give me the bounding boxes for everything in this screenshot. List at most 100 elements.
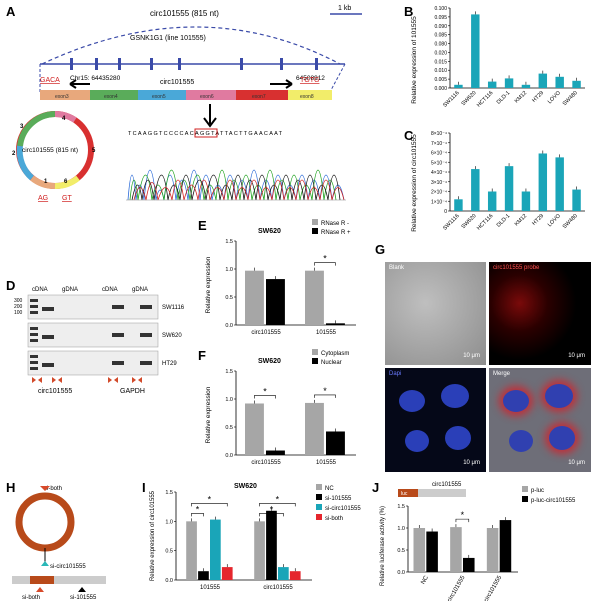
I-sig-bracket-3 (259, 503, 296, 507)
h-label-top: si-both (44, 486, 62, 492)
f-plot: 0.0 0.5 1.0 1.5 circ101555 101555 * * (225, 369, 356, 466)
J-sig-bracket-0 (455, 518, 470, 523)
circle-num-1: 1 (44, 179, 48, 185)
B-ytick-label-5: 0.080 (434, 42, 447, 48)
C-xlabel-0: SW1116 (442, 213, 461, 232)
g-label-dapi: Dapi (389, 371, 402, 377)
h-label-circ: si-circ101555 (50, 564, 86, 570)
I-bar-0-3 (221, 567, 233, 580)
circle-num-5: 5 (92, 148, 96, 154)
f-legend-1: Cytoplasm (321, 351, 349, 357)
j-construct-label: circ101555 (432, 482, 462, 488)
E-bar-1-0 (305, 270, 324, 325)
chromatogram-traces (127, 169, 345, 201)
d-row-sw1116: SW1116 (162, 305, 185, 311)
F-sig-star-1: * (323, 386, 327, 396)
B-xlabel-5: HT29 (531, 90, 545, 104)
J-bar-2-0 (486, 528, 499, 572)
C-bar-3 (504, 166, 514, 211)
I-bar-1-3 (289, 571, 301, 580)
circle-num-3: 3 (20, 124, 24, 130)
c-plot: 0 1×10⁻⁴ 2×10⁻⁴ 3×10⁻⁴ 4×10⁻⁴ 5×10⁻⁴ 6×10⁻⁴ 7×1… (431, 131, 585, 232)
B-xlabel-2: HCT116 (476, 90, 494, 108)
C-ytick-label-3: 3×10⁻⁴ (431, 180, 447, 186)
F-bar-1-1 (326, 431, 345, 455)
J-ytick-label-1: 0.5 (397, 548, 405, 554)
d-row-sw620: SW620 (162, 333, 182, 339)
panel-g-micrographs: Blank 10 μm circ101555 probe 10 μm Dapi … (385, 262, 591, 472)
j-plot: 0.0 0.5 1.0 1.5 NC si-circ101555 p-circ101555 * (397, 504, 518, 601)
j-ylabel: Relative luciferase activity (%) (380, 506, 386, 586)
B-bar-7 (572, 80, 581, 88)
primer-right-arrow (270, 79, 293, 89)
panel-f-chart: SW620 Relative expression 0.0 0.5 1.0 1.5 ci… (205, 349, 356, 466)
F-bar-1-0 (305, 402, 324, 455)
E-sig-bracket-0 (314, 262, 336, 266)
b-ylabel: Relative expression of 101555 (411, 16, 418, 104)
panel-i-letter: I (142, 480, 146, 495)
e-ylabel: Relative expression (205, 256, 212, 313)
e-legend-1: RNase R - (321, 221, 349, 227)
g-dapi-image: Dapi 10 μm (385, 368, 486, 472)
F-ytick-label-3: 1.5 (225, 369, 233, 375)
exon-label-5: exon7 (252, 94, 266, 100)
E-xlabel-0: circ101555 (251, 330, 281, 336)
panel-a-figure: circ101555 (815 nt) 1 kb GSNK1G1 (line 1… (12, 5, 362, 202)
j-legend-2: p-luc-circ101555 (531, 498, 576, 504)
J-ytick-label-0: 0.0 (397, 570, 405, 576)
J-xlabel-1: si-circ101555 (444, 574, 467, 601)
J-xlabel-0: NC (420, 574, 430, 585)
junction-box (194, 128, 218, 138)
e-plot: 0.0 0.5 1.0 1.5 circ101555 101555 * (225, 239, 356, 336)
g-label-probe: circ101555 probe (493, 265, 540, 271)
gene-label: GSNK1G1 (line 101555) (130, 35, 206, 42)
F-sig-star-0: * (263, 386, 267, 396)
exon-label-1: exon3 (55, 94, 69, 100)
exon-label-4: exon6 (200, 94, 214, 100)
splice-right: TGTG (300, 77, 319, 84)
g-label-merge: Merge (493, 371, 511, 377)
panel-a-letter: A (6, 4, 16, 19)
d-size-200: 200 (14, 304, 23, 310)
B-ytick-label-8: 0.095 (434, 15, 447, 21)
j-box-label: luc (401, 491, 408, 497)
J-xlabel-2: p-circ101555 (481, 574, 504, 601)
J-sig-star-0: * (461, 510, 465, 520)
f-ylabel: Relative expression (205, 386, 212, 443)
I-bar-1-0 (254, 521, 265, 580)
C-bar-6 (555, 157, 564, 211)
g-probe-image: circ101555 probe 10 μm (489, 262, 591, 365)
I-bar-1-1 (266, 510, 277, 580)
j-legend-1: p-luc (531, 488, 544, 494)
exon-boxes (40, 90, 332, 100)
d-bottom-gapdh: GAPDH (120, 388, 145, 395)
C-bar-0 (454, 199, 463, 211)
sequence-text: TCAAGGTCCCCACAGGTATTACTTGAACAAT (128, 131, 283, 137)
exon-row-label: circ101555 (160, 79, 194, 86)
C-ytick-label-6: 6×10⁻⁴ (431, 151, 447, 157)
panel-j-chart: circ101555 luc Relative luciferase activ… (380, 482, 576, 601)
B-bar-2 (487, 81, 497, 88)
d-col-2: gDNA (62, 287, 78, 293)
panel-h-diagram: si-both si-circ101555 si-both si-101555 (12, 486, 106, 601)
g-label-blank: Blank (389, 265, 405, 271)
C-bar-7 (572, 189, 581, 211)
scale-label: 1 kb (338, 5, 351, 12)
d-bottom-circ: circ101555 (38, 388, 73, 395)
J-bar-2-1 (499, 520, 512, 572)
h-linear-bar (12, 576, 106, 584)
primer-left-arrow (69, 79, 90, 89)
I-sig-star-3: * (276, 494, 280, 504)
i-legend-2: si-101555 (325, 496, 352, 502)
d-col-3: cDNA (102, 287, 118, 293)
J-bar-1-1 (463, 557, 475, 572)
g-scale-2: 10 μm (568, 353, 585, 359)
i-legend-3: si-circ101555 (325, 506, 361, 512)
g-scale-3: 10 μm (463, 460, 480, 466)
d-row-ht29: HT29 (162, 361, 177, 367)
panel-e-letter: E (198, 218, 207, 233)
circle-label: circ101555 (815 nt) (22, 147, 78, 154)
F-xlabel-1: 101555 (316, 460, 337, 466)
B-ytick-label-7: 0.090 (434, 24, 447, 30)
F-ytick-label-0: 0.0 (225, 453, 233, 459)
